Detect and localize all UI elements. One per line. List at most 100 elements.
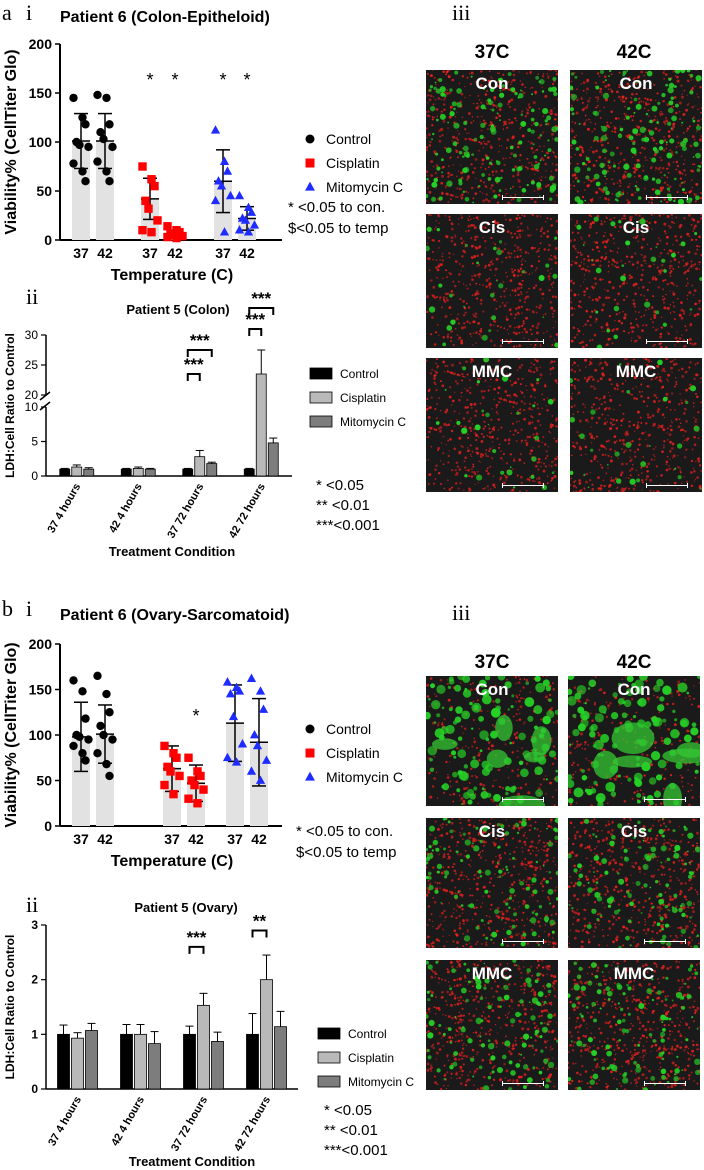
chart-b-ii-note: ** <0.01 — [324, 1122, 378, 1139]
chart-a-i-data-point — [78, 113, 87, 122]
chart-a-i-xtick-label: 37 — [73, 245, 89, 261]
chart-b-ii-legend-swatch — [317, 1027, 341, 1040]
chart-b-i-data-point — [175, 771, 184, 781]
chart-a-ii-bar — [182, 468, 194, 477]
chart-a-i-data-point — [105, 177, 114, 186]
chart-a-i-data-point — [249, 220, 260, 229]
chart-b-ii-note: ***<0.001 — [324, 1142, 388, 1159]
chart-a-ii-bar — [120, 468, 132, 477]
chart-a-i-data-point — [96, 128, 105, 137]
chart-a-i-data-point — [163, 232, 172, 242]
chart-b-i-ylabel: Viability% (CellTiter Glo) — [3, 642, 20, 827]
micrograph-texture — [568, 676, 700, 806]
chart-a-i-data-point — [243, 227, 254, 236]
panel-a-ii-label: ii — [26, 284, 39, 309]
micro-a-col-37c: 37C — [474, 42, 510, 63]
chart-b-i-data-point — [187, 776, 196, 785]
chart-b-i-data-point — [222, 752, 233, 762]
chart-a-i-data-point — [69, 93, 78, 103]
micrograph-label: MMC — [615, 362, 657, 381]
micrograph-b-mmc-42c: MMC — [568, 960, 700, 1090]
chart-b-i-data-point — [252, 740, 263, 750]
chart-b-i-data-point — [231, 757, 242, 766]
chart-b-i-xtick-label: 37 — [73, 831, 89, 847]
scale-bar — [502, 797, 544, 802]
chart-b-ii-xtick-label: 42 72 hours — [232, 1095, 273, 1154]
chart-a-i-data-point — [69, 159, 78, 168]
chart-a-ii-bar — [144, 468, 156, 477]
chart-a-ii-ytick-label: 25 — [25, 358, 39, 372]
chart-a-i-data-point — [210, 125, 221, 134]
chart-b-i-data-point — [255, 686, 266, 695]
chart-b-i-data-point — [255, 775, 266, 784]
chart-b-i-data-point — [246, 673, 257, 682]
micrograph-texture — [426, 214, 558, 348]
chart-a-i-data-point — [216, 181, 227, 190]
chart-b-ii-bar — [85, 1030, 98, 1090]
panel-b-iii-label: iii — [452, 600, 471, 625]
chart-b-i-bar — [96, 734, 114, 826]
chart-b-ii-ytick-label: 1 — [31, 1027, 38, 1041]
chart-a-ii-ylabel: LDH:Cell Ratio to Control — [3, 333, 17, 478]
chart-a-ii-xtick-label: 37 72 hours — [165, 482, 206, 541]
panel-b-ii-label: ii — [26, 892, 39, 917]
chart-b-ii-bar — [71, 1037, 84, 1090]
chart-a-i-data-point — [99, 134, 108, 144]
chart-b-ii-sig-bracket — [251, 929, 268, 938]
chart-b-ii-ytick-label: 2 — [31, 973, 38, 987]
chart-a-i-ytick-label: 50 — [36, 183, 52, 199]
chart-b-i-ytick-label: 100 — [29, 727, 53, 743]
chart-b-i-data-point — [163, 762, 172, 772]
chart-a-ii-xlabel: Treatment Condition — [109, 544, 235, 559]
chart-b-i-data-point — [193, 767, 202, 776]
chart-b-ii-title: Patient 5 (Ovary) — [134, 900, 237, 915]
chart-b-i-data-point — [222, 677, 233, 686]
chart-b-i-title: Patient 6 (Ovary-Sarcomatoid) — [60, 607, 289, 624]
chart-a-i-title: Patient 6 (Colon-Epitheloid) — [60, 9, 270, 26]
chart-a-ii-sig-label: *** — [190, 331, 210, 350]
chart-a-i-data-point — [163, 222, 172, 231]
chart-a-i-significance-star: * — [171, 70, 178, 90]
chart-b-i-data-point — [193, 799, 202, 808]
chart-a-ii-legend-swatch — [309, 415, 333, 428]
chart-b-i-data-point — [166, 767, 175, 776]
chart-a-i-data-point — [102, 93, 111, 103]
chart-a-i-data-point — [141, 196, 150, 205]
micrograph-label: Cis — [478, 218, 506, 237]
chart-a-i-data-point — [78, 167, 87, 176]
chart-b-i-data-point — [108, 735, 117, 744]
chart-b-ii-bar — [183, 1033, 196, 1090]
chart-b-i-legend-label: Cisplatin — [326, 745, 380, 761]
chart-b-i-data-point — [160, 741, 169, 751]
micrograph-a-con-42c: Con — [570, 70, 702, 204]
chart-b-i-data-point — [169, 749, 178, 758]
micrograph-label: Cis — [622, 218, 650, 237]
chart-b-ii-xtick-label: 37 4 hours — [46, 1095, 84, 1149]
chart-b-i-xtick-label: 42 — [97, 831, 113, 847]
chart-a-ii-sig-bracket — [186, 373, 201, 381]
micrograph-texture — [570, 70, 702, 204]
chart-a-ii-bar — [255, 373, 267, 477]
chart-b-i-data-point — [184, 794, 193, 803]
scale-bar — [646, 195, 688, 200]
micrograph-a-cis-42c: Cis — [570, 214, 702, 348]
chart-a-i-ytick-label: 0 — [44, 232, 52, 248]
chart-b-i-data-point — [249, 729, 260, 739]
chart-b-i-xtick-label: 37 — [164, 831, 180, 847]
chart-b-ii-ylabel: LDH:Cell Ratio to Control — [3, 935, 17, 1080]
chart-b-i-data-point — [228, 711, 239, 721]
chart-b-ii-legend-label: Control — [348, 1027, 387, 1041]
chart-b-i-significance-star: * — [192, 706, 199, 726]
chart-b-ii-bar — [134, 1033, 147, 1090]
chart-a-ii-bar — [194, 456, 206, 477]
chart-b-i-data-point — [84, 735, 93, 744]
micro-b-col-37c: 37C — [474, 652, 510, 673]
chart-b-i-data-point — [246, 766, 257, 775]
chart-b-i-note: * <0.05 to con. — [296, 823, 393, 840]
chart-a-i-data-point — [147, 175, 156, 184]
chart-a-ii-legend-label: Control — [340, 367, 379, 381]
chart-b-ii-legend-swatch — [317, 1075, 341, 1088]
chart-a-ii-ytick-label: 5 — [31, 435, 38, 449]
chart-b-i-legend-marker — [305, 724, 315, 734]
chart-b-ii-bar — [197, 1004, 210, 1090]
